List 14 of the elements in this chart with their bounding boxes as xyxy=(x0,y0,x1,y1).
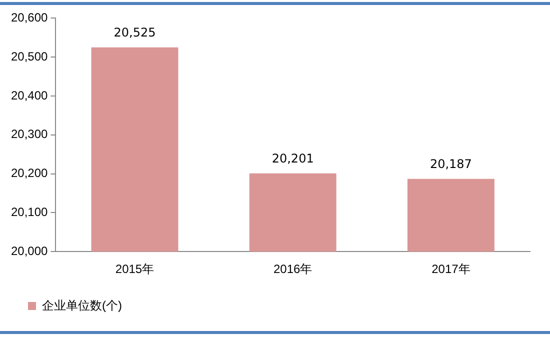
y-tick-label: 20,600 xyxy=(11,10,48,25)
y-tick-label: 20,000 xyxy=(11,244,48,258)
text: 20,201 xyxy=(272,152,314,166)
text: 20,187 xyxy=(430,156,472,171)
y-tick-label: 20,300 xyxy=(11,127,48,142)
y-tick-label: 20,400 xyxy=(11,88,48,102)
y-tick-label: 20,100 xyxy=(11,205,48,220)
x-tick-label: 2016年 xyxy=(274,262,312,276)
x-tick-label: 2017年 xyxy=(432,262,470,276)
legend-label: 企业单位数(个) xyxy=(42,298,122,312)
y-tick-label: 20,500 xyxy=(11,49,48,64)
y-tick-label: 20,200 xyxy=(11,166,48,180)
text: 20,525 xyxy=(114,26,156,40)
x-tick-label: 2015年 xyxy=(115,262,154,276)
